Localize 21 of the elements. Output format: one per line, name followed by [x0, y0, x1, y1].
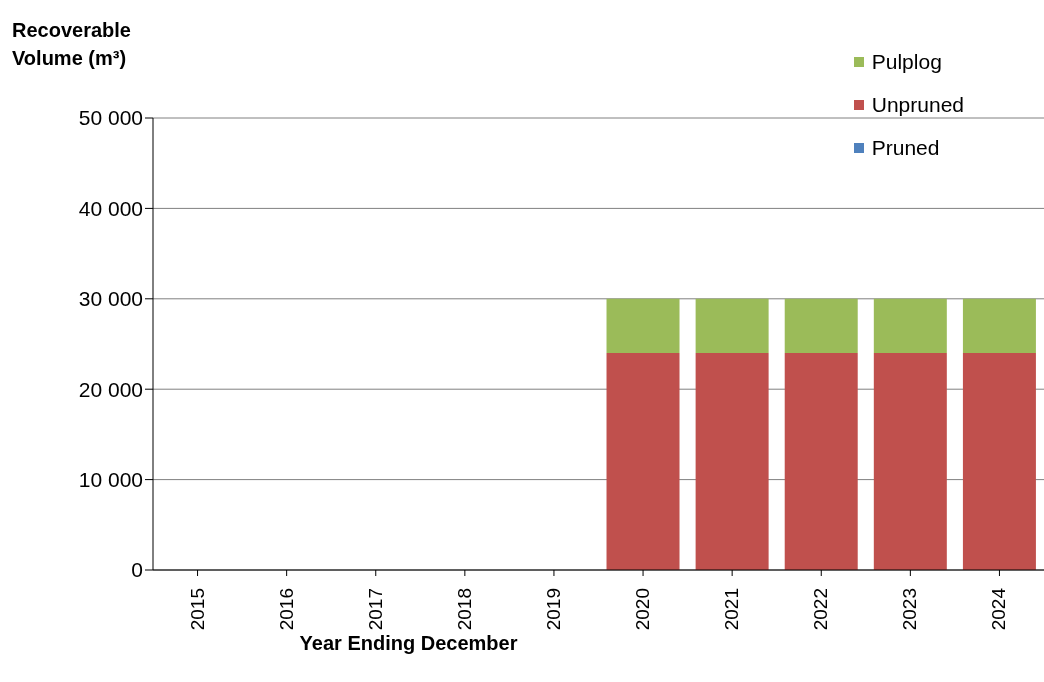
x-axis-title: Year Ending December: [298, 632, 519, 655]
x-tick-label: 2024: [988, 587, 1010, 631]
x-tick-label: 2015: [186, 588, 208, 631]
y-tick-label: 10 000: [78, 468, 143, 492]
x-tick-label: 2017: [364, 588, 386, 631]
y-tick-label: 20 000: [78, 377, 143, 401]
legend-label: Unpruned: [871, 92, 964, 117]
x-tick-label: 2020: [632, 588, 654, 631]
y-tick-label: 30 000: [78, 287, 143, 311]
x-tick-label: 2019: [542, 588, 564, 631]
y-tick-label: 50 000: [78, 106, 143, 130]
x-tick-label: 2016: [275, 588, 297, 631]
x-tick-label: 2018: [453, 588, 475, 631]
x-tick-label: 2021: [721, 588, 743, 631]
y-axis-title: Recoverable Volume (m³): [12, 18, 132, 71]
x-tick-label: 2022: [810, 588, 832, 631]
legend-label: Pulplog: [871, 49, 942, 74]
x-tick-label: 2023: [899, 588, 921, 631]
y-tick-label: 40 000: [78, 196, 143, 220]
y-tick-label: 0: [131, 558, 143, 582]
legend-label: Pruned: [871, 135, 940, 160]
